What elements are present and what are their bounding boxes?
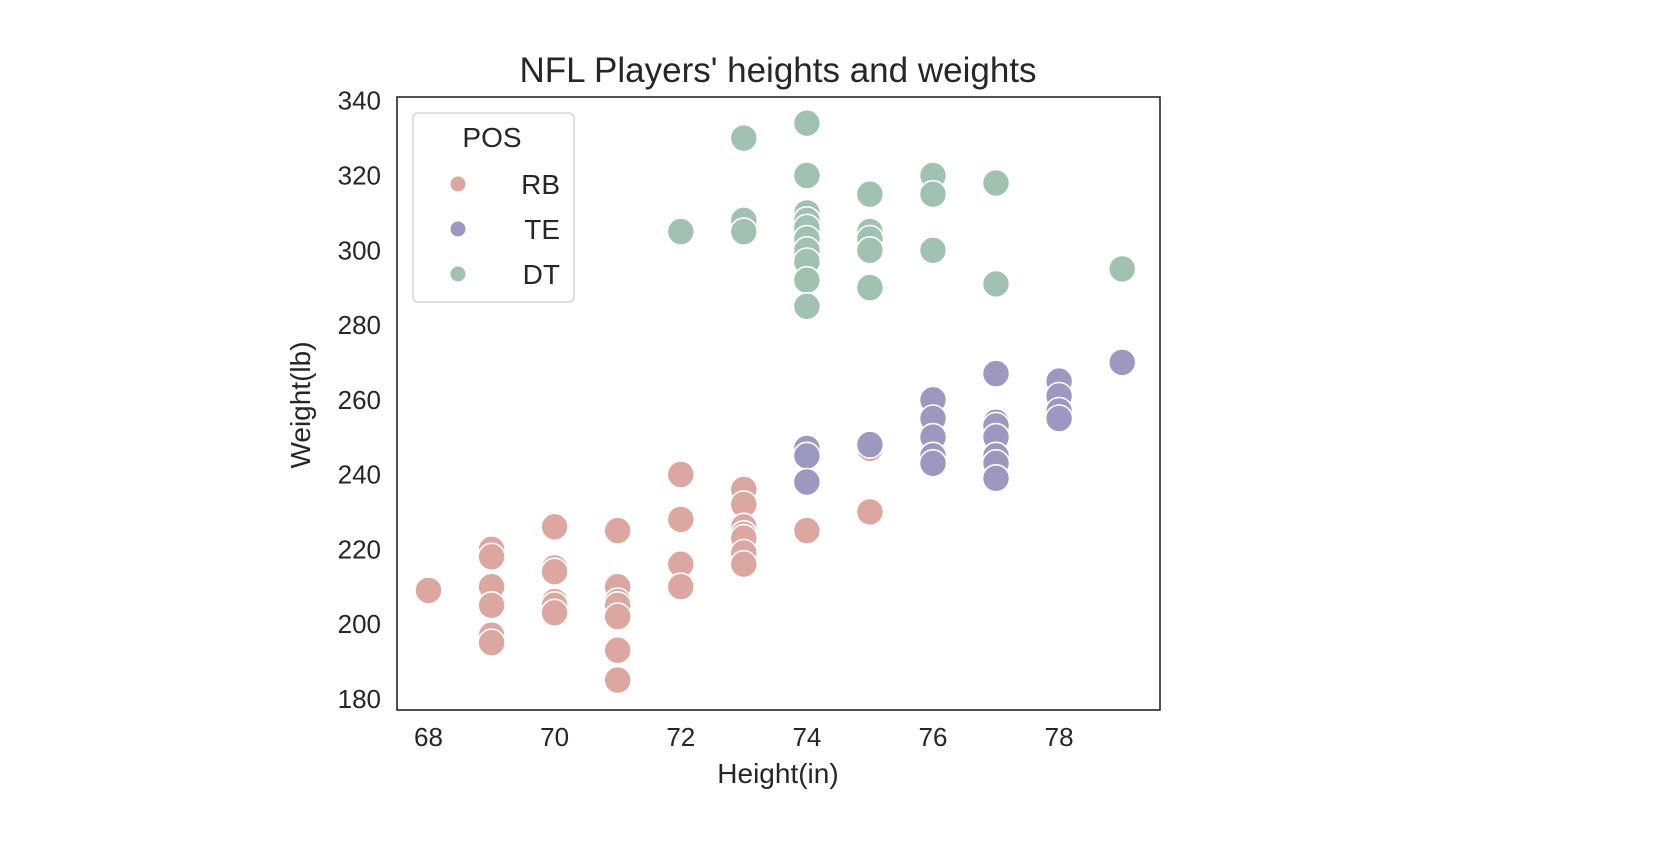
point-rb: [603, 665, 633, 695]
point-te: [855, 430, 885, 459]
legend-marker: [450, 221, 466, 237]
point-dt: [855, 273, 885, 302]
x-tick-label: 76: [919, 722, 948, 752]
point-rb: [477, 628, 506, 658]
x-axis-label: Height(in): [717, 758, 838, 789]
legend-label: DT: [523, 259, 560, 290]
legend-label: TE: [524, 214, 560, 245]
point-rb: [855, 497, 885, 527]
x-tick-labels: 68 70 72 74 76 78: [414, 722, 1074, 752]
point-rb: [603, 516, 633, 545]
point-dt: [792, 108, 822, 138]
point-te: [792, 441, 822, 471]
legend-entry-dt: DT: [450, 259, 560, 290]
y-tick-label: 200: [338, 609, 381, 639]
point-te: [792, 467, 822, 497]
point-te: [1107, 348, 1137, 377]
points-layer: [414, 108, 1137, 695]
point-rb: [666, 460, 696, 489]
legend-title: POS: [462, 122, 521, 153]
y-axis-label: Weight(lb): [285, 341, 316, 468]
y-tick-label: 220: [338, 534, 381, 564]
point-rb: [666, 505, 696, 534]
x-tick-label: 70: [540, 722, 569, 752]
point-rb: [477, 590, 506, 620]
point-rb: [540, 598, 569, 628]
legend-marker: [450, 266, 466, 282]
x-tick-label: 68: [414, 722, 443, 752]
point-dt: [729, 123, 759, 153]
legend: POS RB TE DT: [412, 112, 575, 303]
y-tick-label: 320: [338, 161, 381, 191]
point-dt: [792, 291, 822, 321]
point-dt: [666, 217, 696, 246]
y-tick-label: 300: [338, 235, 381, 265]
y-tick-label: 180: [338, 684, 381, 714]
point-te: [981, 359, 1011, 388]
point-te: [918, 448, 948, 478]
point-rb: [540, 512, 569, 542]
point-dt: [1107, 254, 1137, 284]
point-rb: [603, 635, 633, 665]
point-rb: [540, 557, 569, 587]
legend-entry-te: TE: [450, 214, 560, 245]
y-tick-label: 260: [338, 385, 381, 415]
point-dt: [855, 236, 885, 265]
point-rb: [603, 602, 633, 631]
point-rb: [792, 516, 822, 545]
legend-box: [412, 112, 575, 303]
point-dt: [792, 161, 822, 190]
x-tick-label: 74: [792, 722, 821, 752]
point-rb: [729, 549, 759, 579]
legend-marker: [450, 176, 466, 192]
legend-entries: RB TE DT: [450, 169, 560, 290]
chart-title: NFL Players' heights and weights: [519, 51, 1036, 90]
y-tick-label: 240: [338, 460, 381, 490]
y-tick-label: 280: [338, 310, 381, 340]
point-rb: [414, 576, 443, 605]
point-dt: [855, 179, 885, 209]
y-tick-labels: 180 200 220 240 260 280 300 320 340: [338, 86, 381, 714]
legend-label: RB: [521, 169, 560, 200]
point-dt: [981, 269, 1011, 299]
x-tick-label: 72: [666, 722, 695, 752]
plot-frame: [396, 96, 1161, 711]
legend-entry-rb: RB: [450, 169, 560, 200]
point-dt: [981, 168, 1011, 198]
y-tick-label: 340: [338, 86, 381, 116]
point-te: [981, 463, 1011, 493]
point-dt: [918, 236, 948, 265]
x-tick-label: 78: [1045, 722, 1074, 752]
point-te: [1044, 404, 1074, 433]
point-dt: [918, 179, 948, 209]
point-dt: [792, 265, 822, 295]
point-dt: [729, 217, 759, 246]
point-rb: [666, 572, 696, 602]
point-rb: [477, 542, 506, 572]
